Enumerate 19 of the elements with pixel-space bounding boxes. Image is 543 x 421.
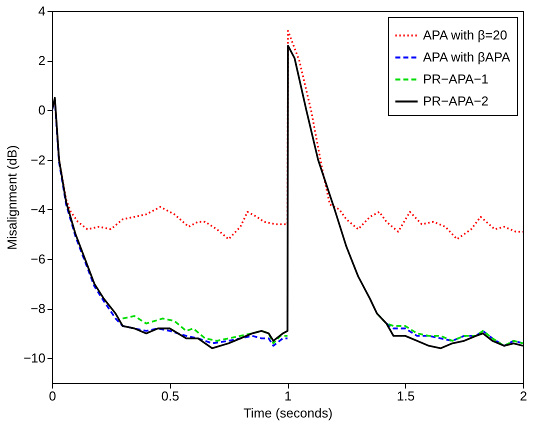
legend-label: APA with β=20 bbox=[423, 28, 508, 42]
y-tick-label: 0 bbox=[38, 102, 46, 118]
legend-label: PR−APA−1 bbox=[423, 72, 489, 86]
legend-label: PR−APA−2 bbox=[423, 94, 489, 108]
y-tick-label: −2 bbox=[30, 152, 46, 168]
y-tick-label: −8 bbox=[30, 301, 46, 316]
y-tick-label: −4 bbox=[30, 202, 46, 217]
y-tick-label: −10 bbox=[23, 350, 46, 366]
x-axis-title: Time (seconds) bbox=[243, 406, 333, 420]
y-tick-label: 4 bbox=[38, 4, 46, 18]
x-tick-label: 1.5 bbox=[396, 388, 415, 404]
x-tick-label: 0 bbox=[48, 388, 56, 404]
x-tick-label: 0.5 bbox=[161, 388, 180, 404]
y-axis-title: Misalignment (dB) bbox=[4, 145, 20, 250]
x-tick-label: 2 bbox=[520, 388, 528, 404]
y-tick-label: 2 bbox=[38, 53, 46, 68]
y-tick-label: −6 bbox=[30, 252, 46, 266]
x-tick-label: 1 bbox=[284, 388, 292, 404]
legend-label: APA with βAPA bbox=[423, 50, 511, 64]
